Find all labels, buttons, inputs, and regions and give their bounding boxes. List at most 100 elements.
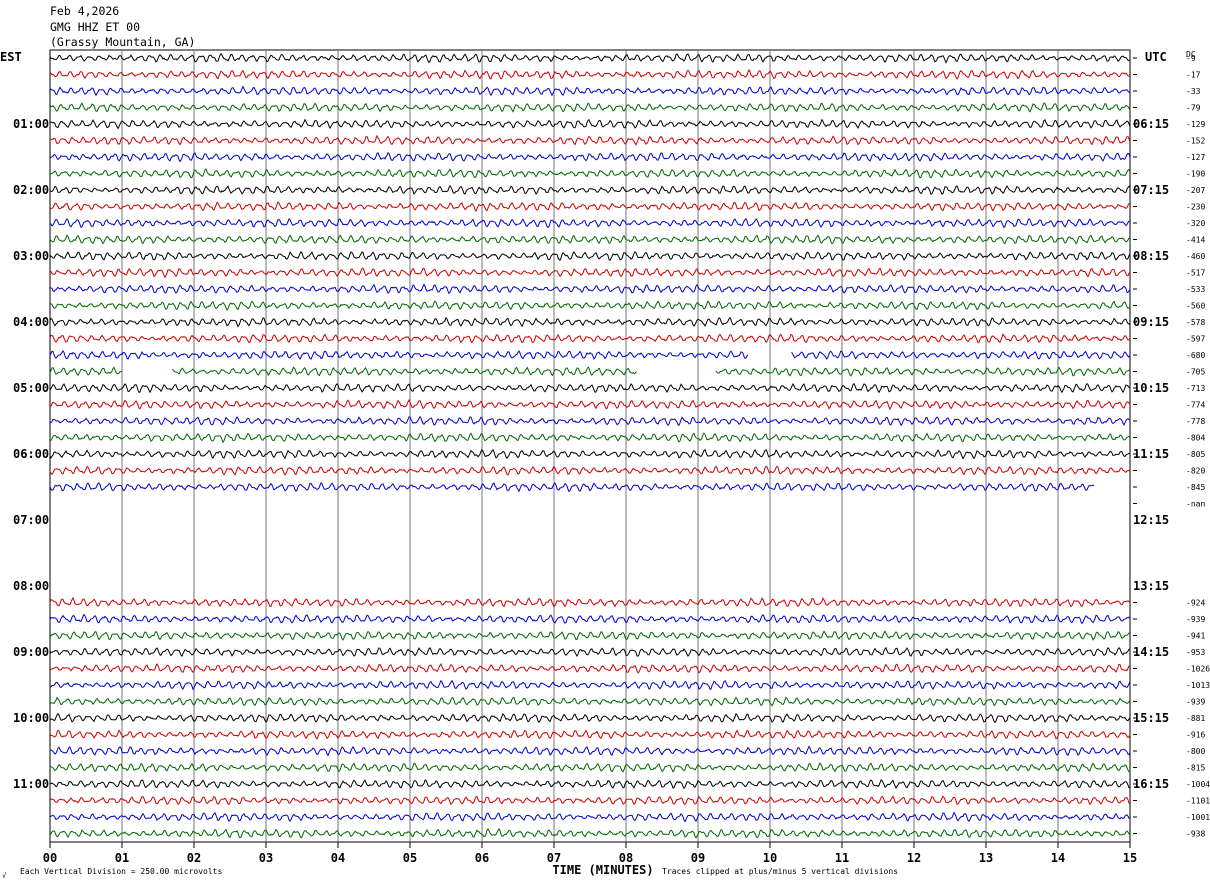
- x-tick-label: 01: [115, 851, 129, 865]
- trace-line: [49, 415, 1131, 427]
- est-hour-label: 07:00: [13, 513, 49, 527]
- date-label: Feb 4,2026: [50, 4, 120, 18]
- est-hour-label: 11:00: [13, 777, 49, 791]
- utc-axis-label: UTC: [1145, 50, 1167, 64]
- trace-line: [49, 482, 1095, 493]
- plot-frame: [49, 49, 1131, 843]
- trace-line: [49, 630, 1131, 641]
- dc-offset-label: -560: [1186, 302, 1205, 311]
- dc-offset-label: -845: [1186, 483, 1205, 492]
- dc-offset-label: -79: [1186, 104, 1201, 113]
- trace-line: [49, 234, 1131, 245]
- utc-hour-label: 07:15: [1133, 183, 1169, 197]
- trace-line: [49, 283, 1131, 295]
- dc-offset-label: -1001: [1186, 813, 1210, 822]
- dc-offset-label: -941: [1186, 632, 1205, 641]
- dc-offset-label: -705: [1186, 368, 1205, 377]
- trace-line: [49, 762, 1131, 773]
- utc-hour-label: 08:15: [1133, 249, 1169, 263]
- trace-line: [49, 68, 1131, 80]
- trace-line: [49, 267, 1131, 279]
- dc-offset-label: -597: [1186, 335, 1205, 344]
- trace-line: [49, 432, 1131, 444]
- corner-mark: √: [2, 872, 7, 880]
- station-label: GMG HHZ ET 00: [50, 20, 141, 34]
- dc-offset-label: -774: [1186, 401, 1205, 410]
- utc-hour-label: 13:15: [1133, 579, 1169, 593]
- trace-line: [49, 779, 1131, 790]
- dc-offset-label: -916: [1186, 731, 1205, 740]
- dc-offset-label: -207: [1186, 186, 1205, 195]
- x-tick-label: 05: [403, 851, 417, 865]
- dc-offset-label: -17: [1186, 71, 1201, 80]
- trace-line: [49, 745, 1131, 757]
- x-tick-label: 14: [1051, 851, 1065, 865]
- dc-offset-label: -152: [1186, 137, 1205, 146]
- est-hour-label: 02:00: [13, 183, 49, 197]
- trace-line: [49, 118, 1131, 130]
- trace-line: [49, 152, 1131, 163]
- dc-offset-label: -578: [1186, 318, 1205, 327]
- dc-offset-label: -9: [1186, 54, 1196, 63]
- trace-line: [49, 696, 1131, 707]
- dc-offset-label: -127: [1186, 153, 1205, 162]
- trace-line: [171, 366, 637, 377]
- location-label: (Grassy Mountain, GA): [50, 35, 196, 49]
- trace-line: [49, 350, 749, 360]
- trace-line: [49, 382, 1131, 394]
- trace-line: [49, 596, 1131, 608]
- trace-line: [49, 613, 1131, 625]
- dc-offset-label: -230: [1186, 203, 1205, 212]
- trace-line: [715, 366, 1131, 377]
- utc-hour-label: 06:15: [1133, 117, 1169, 131]
- utc-hour-label: 11:15: [1133, 447, 1169, 461]
- trace-line: [791, 350, 1130, 360]
- trace-line: [49, 134, 1131, 146]
- x-tick-label: 13: [979, 851, 993, 865]
- dc-label: DC: [1186, 50, 1196, 59]
- est-hour-label: 01:00: [13, 117, 49, 131]
- est-hour-label: 03:00: [13, 249, 49, 263]
- dc-offset-label: -1101: [1186, 797, 1210, 806]
- dc-offset-label: -938: [1186, 830, 1205, 839]
- dc-offset-label: -33: [1186, 87, 1201, 96]
- trace-line: [49, 333, 1131, 344]
- trace-line: [49, 366, 123, 377]
- dc-offset-label: -1013: [1186, 681, 1210, 690]
- est-axis-label: EST: [0, 50, 22, 64]
- x-tick-label: 00: [43, 851, 57, 865]
- trace-line: [49, 300, 1131, 311]
- est-hour-label: 06:00: [13, 447, 49, 461]
- trace-line: [49, 217, 1131, 229]
- clip-note: Traces clipped at plus/minus 5 vertical …: [662, 867, 898, 876]
- x-axis-title: TIME (MINUTES): [552, 863, 653, 877]
- x-tick-label: 02: [187, 851, 201, 865]
- trace-line: [49, 795, 1131, 806]
- trace-line: [49, 465, 1131, 476]
- x-tick-label: 08: [619, 851, 633, 865]
- dc-offset-label: -820: [1186, 467, 1205, 476]
- dc-offset-label: -129: [1186, 120, 1205, 129]
- dc-offset-label: -517: [1186, 269, 1205, 278]
- trace-line: [49, 398, 1131, 411]
- dc-offset-label: -881: [1186, 714, 1205, 723]
- trace-line: [49, 729, 1131, 740]
- dc-offset-label: -939: [1186, 698, 1205, 707]
- utc-hour-label: 16:15: [1133, 777, 1169, 791]
- trace-line: [49, 448, 1131, 460]
- x-tick-label: 11: [835, 851, 849, 865]
- dc-offset-label: -1026: [1186, 665, 1210, 674]
- trace-line: [49, 712, 1131, 724]
- trace-line: [49, 168, 1131, 179]
- est-hour-label: 04:00: [13, 315, 49, 329]
- dc-offset-label: -414: [1186, 236, 1205, 245]
- trace-line: [49, 827, 1131, 839]
- est-hour-label: 10:00: [13, 711, 49, 725]
- dc-offset-label: -460: [1186, 252, 1205, 261]
- trace-line: [49, 250, 1131, 262]
- utc-hour-label: 14:15: [1133, 645, 1169, 659]
- utc-hour-label: 12:15: [1133, 513, 1169, 527]
- dc-offset-label: -778: [1186, 417, 1205, 426]
- dc-offset-label: -800: [1186, 747, 1205, 756]
- x-tick-label: 04: [331, 851, 345, 865]
